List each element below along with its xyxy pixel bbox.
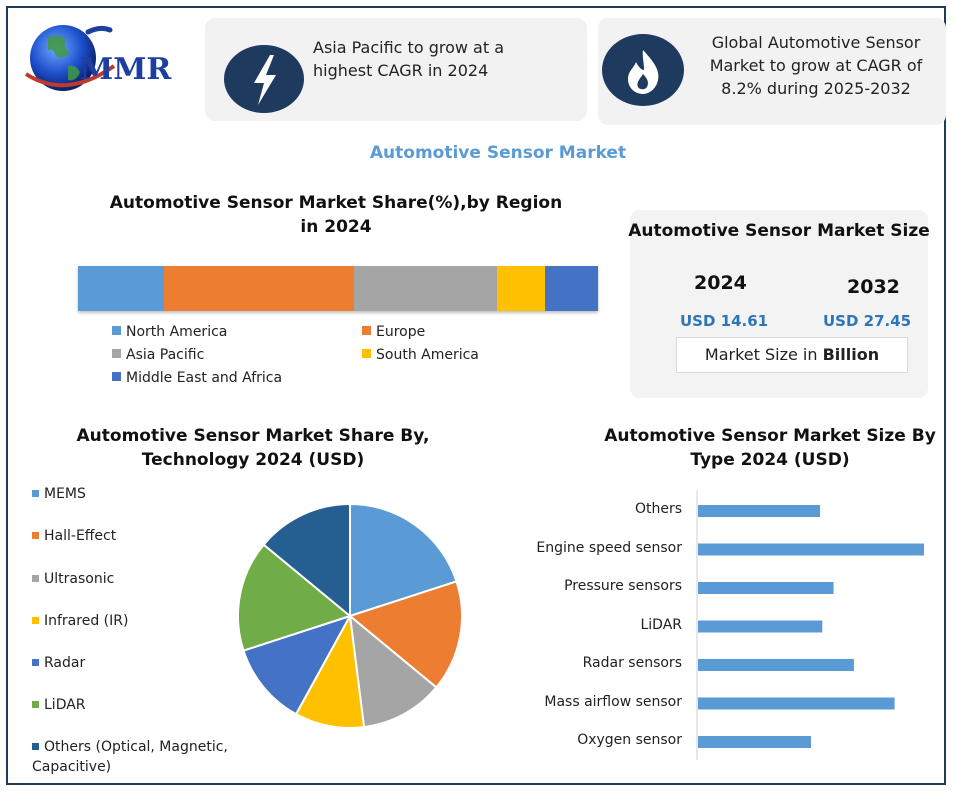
legend-label: Others (Optical, Magnetic, Capacitive) <box>32 739 228 775</box>
technology-legend-mems: MEMS <box>32 484 242 504</box>
region-segment-asia-pacific <box>353 266 498 311</box>
market-size-note-prefix: Market Size in <box>704 345 823 364</box>
year-2032: 2032 <box>847 276 900 298</box>
region-legend-south-america: South America <box>362 347 479 363</box>
legend-swatch <box>32 617 39 624</box>
technology-legend-others-optical-magnetic-capacitive: Others (Optical, Magnetic, Capacitive) <box>32 737 242 777</box>
legend-label: Radar <box>44 655 86 671</box>
technology-legend-lidar: LiDAR <box>32 695 242 715</box>
pie-slice-ultrasonic <box>348 613 438 729</box>
type-bar-lidar <box>698 620 823 633</box>
legend-label: Middle East and Africa <box>126 370 283 386</box>
region-segment-south-america <box>497 266 545 311</box>
technology-legend-hall-effect: Hall-Effect <box>32 526 242 546</box>
type-label-radar-sensors: Radar sensors <box>582 655 682 671</box>
legend-label: South America <box>376 347 479 363</box>
legend-swatch <box>112 349 121 358</box>
type-label-pressure-sensors: Pressure sensors <box>564 578 682 594</box>
technology-legend-radar: Radar <box>32 653 242 673</box>
legend-label: MEMS <box>44 486 86 502</box>
pie-slice-hall-effect <box>347 580 463 689</box>
region-stacked-bar <box>78 266 598 311</box>
legend-swatch <box>32 659 39 666</box>
region-segment-north-america <box>78 266 164 311</box>
technology-legend-ultrasonic: Ultrasonic <box>32 569 242 589</box>
type-bar-mass-airflow-sensor <box>698 697 895 710</box>
legend-swatch <box>362 326 371 335</box>
type-category-labels: Others Engine speed sensor Pressure sensor… <box>440 490 682 760</box>
type-label-others: Others <box>634 501 682 517</box>
legend-label: Asia Pacific <box>126 347 205 363</box>
legend-swatch <box>32 532 39 539</box>
flame-icon <box>602 34 684 106</box>
lightning-icon <box>224 45 304 113</box>
mmr-logo: MMR <box>18 14 178 104</box>
region-segment-middle-east-and-africa <box>544 266 598 311</box>
type-label-engine-speed-sensor: Engine speed sensor <box>536 539 682 556</box>
type-bar-chart <box>696 490 924 760</box>
callout-text-cagr: Global Automotive Sensor Market to grow … <box>709 33 923 98</box>
market-size-note-unit: Billion <box>822 345 880 364</box>
market-size-note: Market Size in Billion <box>676 337 908 373</box>
pie-slice-others-optical-magnetic-capacitive <box>262 502 351 619</box>
type-label-oxygen-sensor: Oxygen sensor <box>577 732 682 748</box>
technology-legend-infrared-ir: Infrared (IR) <box>32 611 242 631</box>
region-legend-europe: Europe <box>362 324 425 340</box>
legend-swatch <box>32 490 39 497</box>
legend-swatch <box>32 575 39 582</box>
callout-text-asia-pacific: Asia Pacific to grow at a highest CAGR i… <box>313 38 505 80</box>
pie-slice-mems <box>349 502 458 618</box>
type-bar-pressure-sensors <box>698 582 834 594</box>
legend-swatch <box>32 701 39 708</box>
type-bar-oxygen-sensor <box>698 736 811 748</box>
globe-icon <box>24 25 116 91</box>
value-2032: USD 27.45 <box>823 312 912 330</box>
region-legend-north-america: North America <box>112 324 227 340</box>
market-size-title: Automotive Sensor Market Size <box>628 221 930 241</box>
type-bar-others <box>698 505 821 517</box>
legend-label: Ultrasonic <box>44 571 115 587</box>
region-legend-asia-pacific: Asia Pacific <box>112 347 204 363</box>
legend-swatch <box>362 349 371 358</box>
legend-label: Hall-Effect <box>44 528 117 544</box>
legend-label: Europe <box>376 324 426 340</box>
value-2024: USD 14.61 <box>680 312 769 330</box>
type-label-mass-airflow-sensor: Mass airflow sensor <box>544 693 682 710</box>
region-chart-title: Automotive Sensor Market Share(%),by Reg… <box>109 193 563 237</box>
technology-pie-chart <box>237 502 463 729</box>
legend-swatch <box>32 743 39 750</box>
type-bar-radar-sensors <box>698 659 854 671</box>
type-label-lidar: LiDAR <box>640 616 682 633</box>
pie-slice-lidar <box>237 543 353 652</box>
legend-label: LiDAR <box>44 697 86 713</box>
region-legend-middle-east-and-africa: Middle East and Africa <box>112 370 282 386</box>
year-2024: 2024 <box>694 272 747 294</box>
main-title: Automotive Sensor Market <box>369 143 627 163</box>
technology-chart-title: Automotive Sensor Market Share By, Techn… <box>76 426 430 470</box>
type-chart-title: Automotive Sensor Market Size By Type 20… <box>604 426 936 470</box>
logo-text: MMR <box>80 52 172 87</box>
legend-label: North America <box>126 324 228 340</box>
legend-swatch <box>112 372 121 381</box>
region-segment-europe <box>163 266 354 311</box>
pie-slice-radar <box>242 614 353 716</box>
legend-swatch <box>112 326 121 335</box>
legend-label: Infrared (IR) <box>44 613 129 629</box>
type-bar-engine-speed-sensor <box>698 543 924 556</box>
